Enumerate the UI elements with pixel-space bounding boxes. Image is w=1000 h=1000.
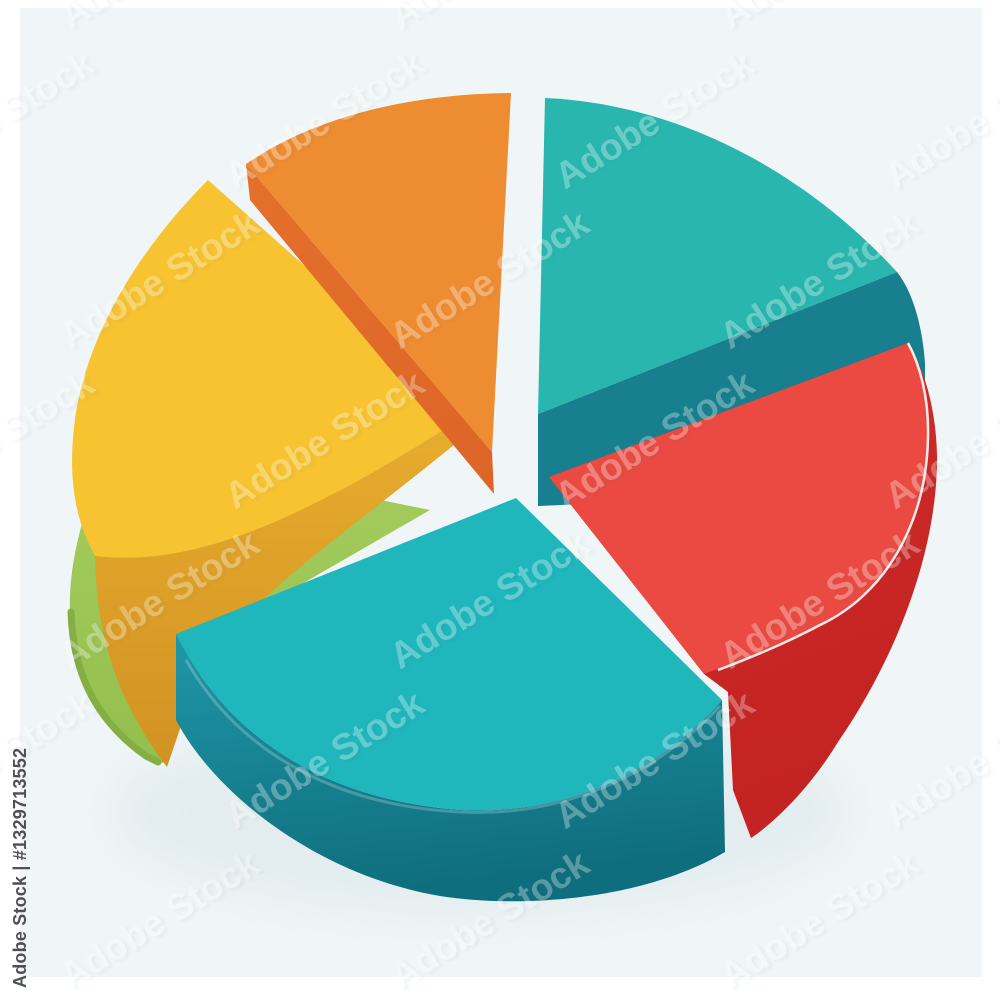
slice-green-bottom-edge	[67, 608, 162, 766]
slice-dark-teal-rim-sheen	[184, 659, 722, 814]
watermark-credit-text: Adobe Stock | #1329713552	[10, 748, 30, 988]
slice-teal-top-face	[538, 98, 897, 414]
slice-dark-teal-top-face	[176, 498, 722, 811]
slice-orange-side-face	[246, 164, 494, 494]
slice-yellow-top-face	[72, 180, 470, 558]
slice-dark-teal-side-face	[176, 634, 725, 902]
slice-red-arc-highlight	[717, 342, 930, 672]
slice-orange-top-face	[246, 93, 511, 452]
slice-red-top-face	[549, 343, 929, 674]
